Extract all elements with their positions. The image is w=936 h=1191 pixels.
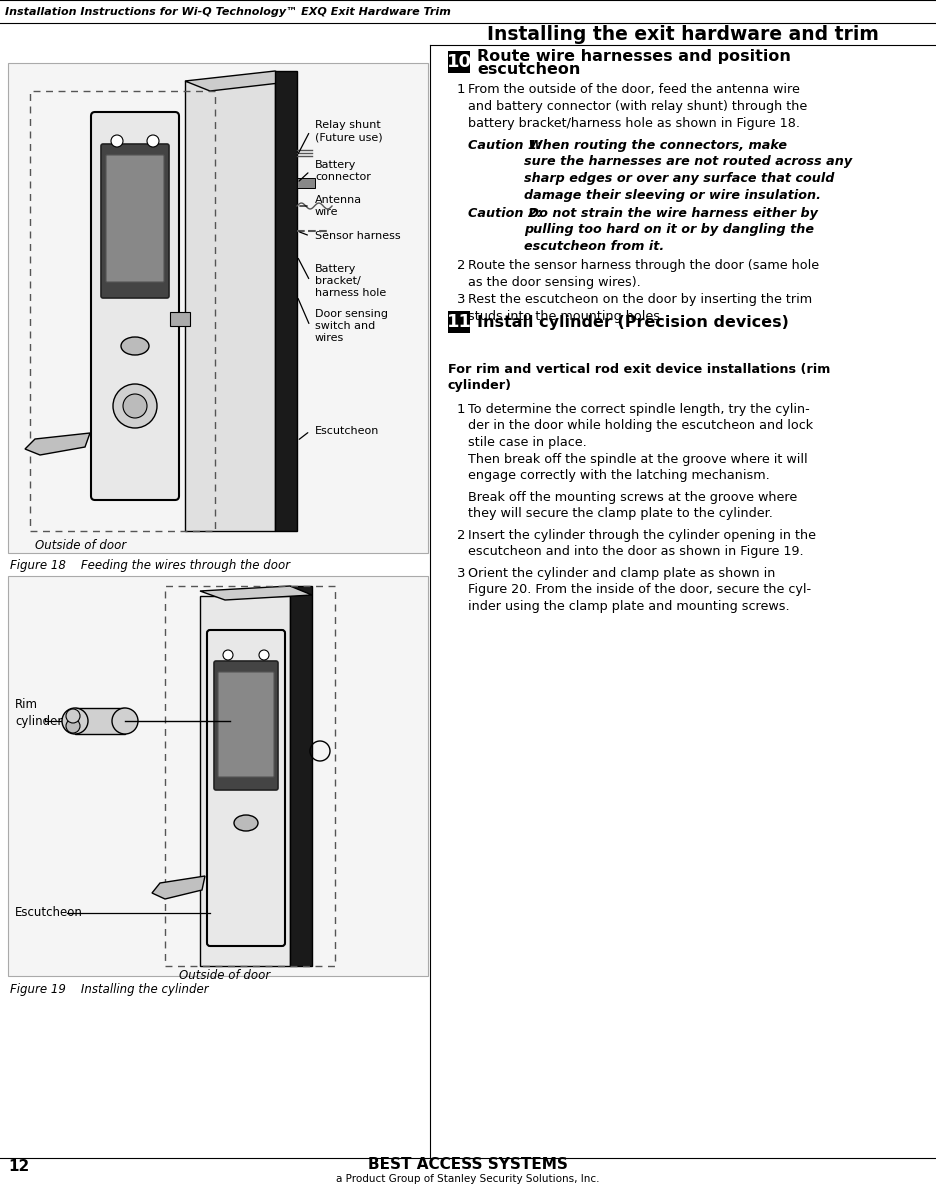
Circle shape xyxy=(62,707,88,734)
Text: Do not strain the wire harness either by
pulling too hard on it or by dangling t: Do not strain the wire harness either by… xyxy=(524,207,818,252)
Text: 3: 3 xyxy=(457,293,465,306)
Bar xyxy=(8,63,428,553)
Polygon shape xyxy=(152,877,205,899)
Text: Rim
cylinder: Rim cylinder xyxy=(15,698,63,728)
Bar xyxy=(75,707,125,734)
Bar xyxy=(170,312,190,326)
Text: To determine the correct spindle length, try the cylin-
der in the door while ho: To determine the correct spindle length,… xyxy=(468,403,813,449)
Circle shape xyxy=(147,135,159,146)
Text: Antenna
wire: Antenna wire xyxy=(315,195,362,217)
Circle shape xyxy=(123,394,147,418)
Text: Installing the exit hardware and trim: Installing the exit hardware and trim xyxy=(487,25,879,44)
Circle shape xyxy=(112,707,138,734)
Text: 10: 10 xyxy=(446,54,472,71)
FancyBboxPatch shape xyxy=(101,144,169,298)
Text: Escutcheon: Escutcheon xyxy=(15,906,83,919)
Circle shape xyxy=(259,650,269,660)
Circle shape xyxy=(66,719,80,732)
Text: Sensor harness: Sensor harness xyxy=(315,231,401,241)
Circle shape xyxy=(66,709,80,723)
Bar xyxy=(275,71,297,531)
Text: 12: 12 xyxy=(8,1159,29,1174)
Bar xyxy=(30,91,215,531)
Text: Outside of door: Outside of door xyxy=(180,969,271,983)
Text: 1: 1 xyxy=(457,403,465,416)
Text: Escutcheon: Escutcheon xyxy=(315,426,379,436)
Text: Route the sensor harness through the door (same hole
as the door sensing wires).: Route the sensor harness through the doo… xyxy=(468,258,819,289)
Bar xyxy=(448,51,470,73)
Circle shape xyxy=(113,384,157,428)
Circle shape xyxy=(223,650,233,660)
Text: 2: 2 xyxy=(457,258,465,272)
FancyBboxPatch shape xyxy=(214,661,278,790)
Text: BEST ACCESS SYSTEMS: BEST ACCESS SYSTEMS xyxy=(368,1156,568,1172)
Text: Door sensing
switch and
wires: Door sensing switch and wires xyxy=(315,308,388,343)
Bar xyxy=(297,177,315,188)
FancyBboxPatch shape xyxy=(207,630,285,946)
Ellipse shape xyxy=(121,337,149,355)
Text: Battery
bracket/
harness hole: Battery bracket/ harness hole xyxy=(315,264,387,298)
Bar xyxy=(200,596,290,966)
Text: Battery
connector: Battery connector xyxy=(315,160,371,182)
Bar xyxy=(165,586,335,966)
Text: 3: 3 xyxy=(457,567,465,580)
Text: escutcheon: escutcheon xyxy=(477,62,580,77)
Circle shape xyxy=(111,135,123,146)
Text: Installation Instructions for Wi-Q Technology™ EXQ Exit Hardware Trim: Installation Instructions for Wi-Q Techn… xyxy=(5,7,451,17)
Text: Figure 18    Feeding the wires through the door: Figure 18 Feeding the wires through the … xyxy=(10,559,290,572)
Text: Relay shunt
(Future use): Relay shunt (Future use) xyxy=(315,120,383,142)
Text: Install cylinder (Precision devices): Install cylinder (Precision devices) xyxy=(477,314,789,330)
Ellipse shape xyxy=(234,815,258,831)
Text: When routing the connectors, make
sure the harnesses are not routed across any
s: When routing the connectors, make sure t… xyxy=(524,139,852,201)
Text: Insert the cylinder through the cylinder opening in the
escutcheon and into the : Insert the cylinder through the cylinder… xyxy=(468,529,816,559)
FancyBboxPatch shape xyxy=(91,112,179,500)
Text: Rest the escutcheon on the door by inserting the trim
studs into the mounting ho: Rest the escutcheon on the door by inser… xyxy=(468,293,812,323)
Text: Then break off the spindle at the groove where it will
engage correctly with the: Then break off the spindle at the groove… xyxy=(468,453,808,482)
Text: a Product Group of Stanley Security Solutions, Inc.: a Product Group of Stanley Security Solu… xyxy=(336,1173,600,1184)
Text: Caution 1:: Caution 1: xyxy=(468,139,542,152)
Text: Orient the cylinder and clamp plate as shown in
Figure 20. From the inside of th: Orient the cylinder and clamp plate as s… xyxy=(468,567,812,613)
Bar xyxy=(290,586,312,966)
Polygon shape xyxy=(25,434,90,455)
Text: Break off the mounting screws at the groove where
they will secure the clamp pla: Break off the mounting screws at the gro… xyxy=(468,491,797,520)
Bar xyxy=(185,81,275,531)
Bar xyxy=(448,311,470,333)
Polygon shape xyxy=(185,71,297,91)
FancyBboxPatch shape xyxy=(218,672,274,777)
Text: Outside of door: Outside of door xyxy=(35,540,126,551)
Text: Route wire harnesses and position: Route wire harnesses and position xyxy=(477,50,791,64)
Polygon shape xyxy=(200,586,312,600)
Text: 2: 2 xyxy=(457,529,465,542)
Text: From the outside of the door, feed the antenna wire
and battery connector (with : From the outside of the door, feed the a… xyxy=(468,83,807,130)
Bar xyxy=(8,576,428,975)
Text: 1: 1 xyxy=(457,83,465,96)
FancyBboxPatch shape xyxy=(106,155,164,282)
Text: 11: 11 xyxy=(446,313,472,331)
Text: Figure 19    Installing the cylinder: Figure 19 Installing the cylinder xyxy=(10,983,209,996)
Text: Caution 2:: Caution 2: xyxy=(468,207,542,220)
Text: For rim and vertical rod exit device installations (rim
cylinder): For rim and vertical rod exit device ins… xyxy=(448,363,830,393)
